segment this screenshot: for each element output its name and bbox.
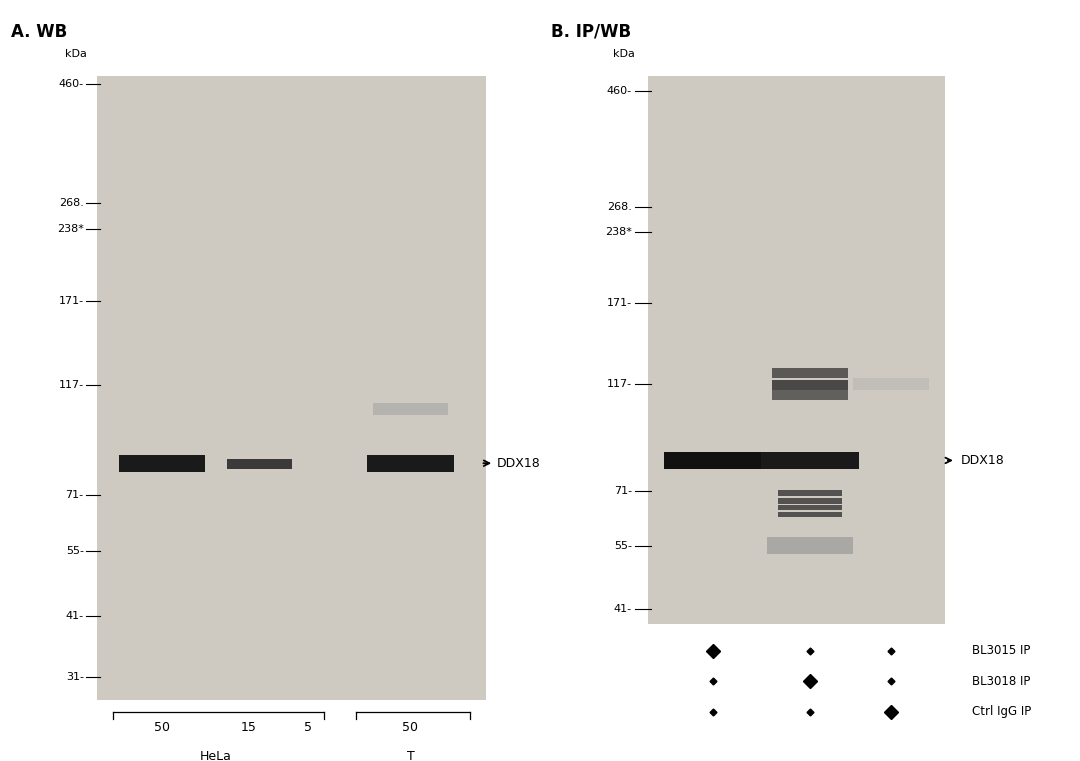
Text: 117-: 117-: [607, 379, 632, 390]
Bar: [772, 390, 848, 400]
Bar: [373, 403, 448, 415]
Bar: [648, 76, 945, 624]
Bar: [778, 511, 842, 517]
Bar: [227, 460, 292, 470]
Text: HeLa: HeLa: [200, 750, 232, 761]
Text: A. WB: A. WB: [11, 23, 67, 41]
Bar: [778, 498, 842, 504]
Text: 41-: 41-: [66, 611, 84, 621]
Bar: [772, 380, 848, 390]
Text: 460-: 460-: [58, 78, 84, 89]
Text: 171-: 171-: [607, 298, 632, 308]
Bar: [772, 368, 848, 378]
Text: 268.: 268.: [607, 202, 632, 212]
Text: 50: 50: [154, 721, 170, 734]
Text: 268.: 268.: [58, 198, 84, 208]
Text: 71-: 71-: [613, 486, 632, 496]
Bar: [853, 378, 929, 390]
Bar: [778, 505, 842, 511]
Bar: [97, 76, 486, 700]
Text: 15: 15: [241, 721, 256, 734]
Text: 238*: 238*: [57, 224, 84, 234]
Bar: [664, 452, 761, 469]
Text: BL3015 IP: BL3015 IP: [972, 644, 1030, 658]
Bar: [648, 76, 945, 624]
Bar: [119, 455, 205, 472]
Text: DDX18: DDX18: [497, 457, 541, 470]
Text: kDa: kDa: [612, 49, 635, 59]
Text: 55-: 55-: [613, 541, 632, 551]
Bar: [767, 537, 853, 553]
Text: 171-: 171-: [58, 297, 84, 307]
Text: 71-: 71-: [66, 490, 84, 500]
Text: 238*: 238*: [605, 228, 632, 237]
Text: 460-: 460-: [607, 86, 632, 97]
Text: kDa: kDa: [65, 49, 86, 59]
Bar: [778, 490, 842, 496]
Text: 31-: 31-: [66, 672, 84, 683]
Text: Ctrl IgG IP: Ctrl IgG IP: [972, 705, 1031, 718]
Text: DDX18: DDX18: [961, 454, 1005, 467]
Bar: [761, 452, 859, 469]
Text: BL3018 IP: BL3018 IP: [972, 674, 1030, 688]
Bar: [97, 76, 486, 700]
Text: 50: 50: [403, 721, 418, 734]
Bar: [367, 455, 454, 472]
Text: T: T: [406, 750, 415, 761]
Text: 5: 5: [303, 721, 312, 734]
Text: 117-: 117-: [58, 380, 84, 390]
Text: B. IP/WB: B. IP/WB: [551, 23, 631, 41]
Text: 55-: 55-: [66, 546, 84, 556]
Text: 41-: 41-: [613, 603, 632, 614]
